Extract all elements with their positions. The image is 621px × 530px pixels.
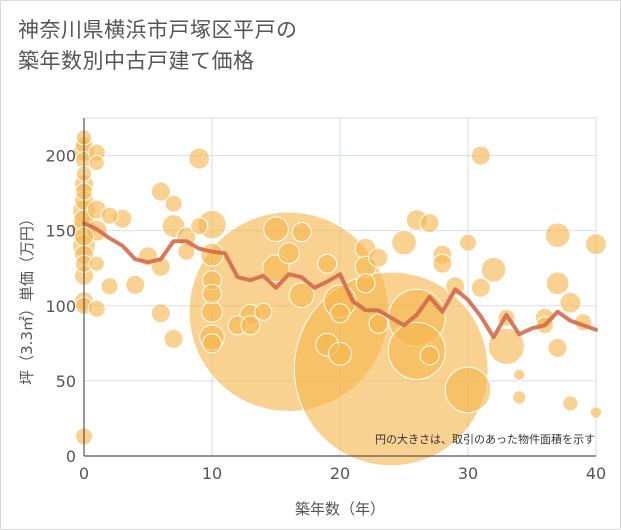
bubble-point: [200, 242, 224, 267]
bubble-point: [87, 299, 106, 318]
trend-line: [82, 221, 598, 340]
y-tick-label: 200: [45, 147, 76, 166]
x-tick-label: 40: [586, 464, 606, 483]
bubble-point: [544, 222, 571, 249]
bubble-point: [545, 271, 570, 296]
bubble-point: [202, 333, 222, 354]
bubble-point: [368, 313, 389, 334]
bubble-point: [202, 283, 222, 304]
bubble-point: [288, 282, 315, 309]
bubble-series: [71, 129, 607, 467]
bubble-point: [562, 395, 579, 412]
bubble-point: [391, 229, 417, 256]
bubble-point: [512, 390, 527, 405]
bubble-point: [125, 274, 146, 295]
bubble-point: [254, 302, 273, 321]
bubble-point: [88, 154, 105, 172]
bubble-point: [444, 366, 492, 414]
bubble-point: [88, 255, 105, 272]
y-tick-label: 100: [45, 297, 76, 316]
bubble-point: [480, 256, 507, 283]
bubble-point: [291, 222, 312, 243]
bubble-point: [240, 315, 261, 336]
bubble-point: [150, 181, 171, 202]
bubble-point: [150, 303, 171, 324]
y-axis-title: 坪（3.3㎡）単価（万円）: [18, 211, 36, 385]
x-axis-title: 築年数（年）: [295, 500, 385, 518]
size-note: 円の大きさは、取引のあった物件面積を示す: [375, 432, 595, 446]
trend-series: [82, 221, 598, 340]
tick-labels: 0 10 20 30 40 0 50 100 150 200: [45, 147, 606, 483]
x-tick-label: 0: [79, 464, 89, 483]
bubble-point: [513, 368, 526, 382]
bubble-point: [100, 206, 119, 225]
chart-title-line-2: 築年数別中古戸建て価格: [18, 49, 255, 73]
x-tick-label: 30: [458, 464, 478, 483]
bubble-point: [458, 233, 478, 252]
bubble-point: [368, 247, 389, 268]
bubble-point: [328, 341, 352, 366]
bubble-point: [188, 147, 211, 170]
bubble-point: [487, 327, 525, 365]
bubble-point: [355, 273, 376, 294]
x-tick-label: 20: [330, 464, 350, 483]
bubble-point: [419, 345, 440, 366]
axes: [83, 118, 596, 457]
bubble-point: [163, 328, 184, 349]
bubble-point: [164, 194, 183, 213]
y-tick-label: 0: [66, 447, 76, 466]
y-tick-label: 150: [45, 222, 76, 241]
bubble-point: [470, 277, 491, 298]
bubble-point: [585, 233, 607, 256]
bubble-point: [100, 277, 119, 296]
bubble-point: [419, 213, 440, 234]
bubble-point: [470, 145, 491, 166]
chart-title: 神奈川県横浜市戸塚区平戸の 築年数別中古戸建て価格: [18, 15, 298, 77]
bubble-point: [190, 217, 209, 236]
bubble-point: [277, 242, 300, 265]
bubble-point: [547, 337, 568, 358]
bubble-point: [559, 291, 582, 314]
bubble-point: [201, 300, 223, 323]
x-tick-label: 10: [202, 464, 222, 483]
bubble-point: [432, 253, 453, 274]
bubble-point: [317, 253, 338, 274]
bubble-point: [330, 303, 350, 324]
bubble-point: [263, 216, 289, 243]
chart-title-line-1: 神奈川県横浜市戸塚区平戸の: [18, 18, 298, 42]
bubble-point: [589, 406, 603, 419]
y-tick-label: 50: [56, 372, 76, 391]
